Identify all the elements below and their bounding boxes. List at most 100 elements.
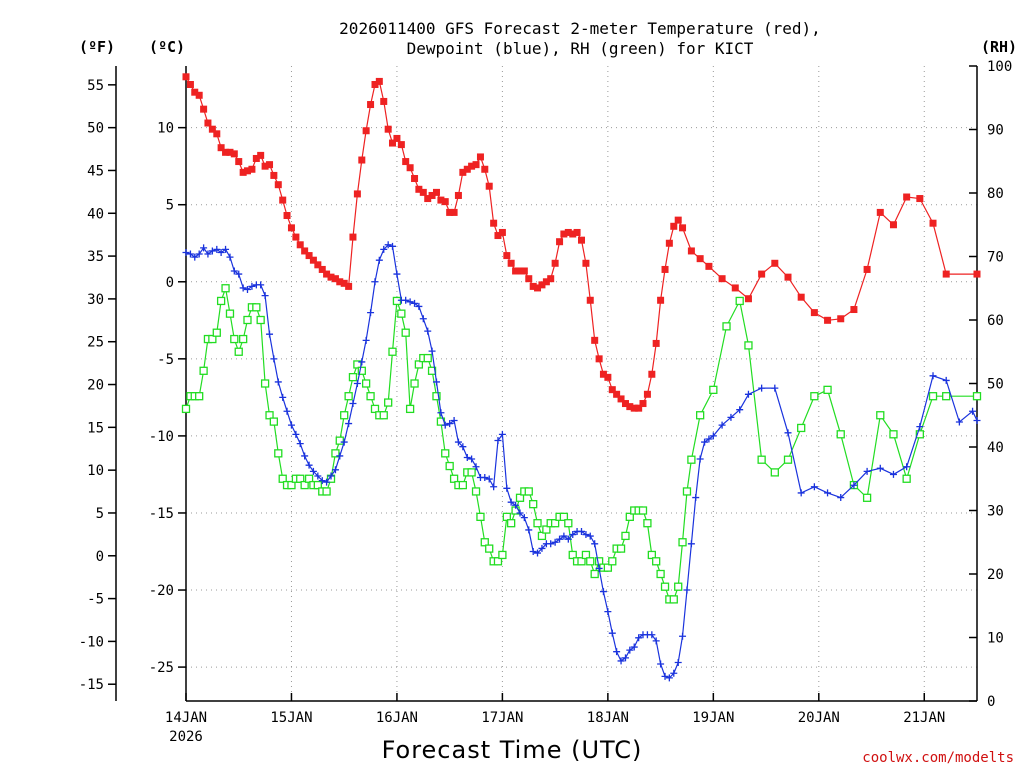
rh-point [392,296,402,306]
rh-point [265,411,274,420]
rh-point [643,519,652,528]
dewpoint-point [226,253,234,261]
temperature-point [876,208,884,216]
rh-point [221,284,230,293]
rh-point [269,417,279,426]
dewpoint-point [415,302,423,310]
rh-point [432,392,441,401]
dewpoint-point [569,531,577,539]
temperature-point [367,101,375,109]
temperature-point [380,97,388,105]
temperature-point [415,185,423,193]
temperature-point [784,273,792,281]
temperature-point [560,230,568,238]
rh-tick-label: 10 [987,631,1004,647]
dewpoint-point [648,631,656,639]
dewpoint-point [604,608,612,616]
dewpoint-point [362,336,370,344]
temperature-point [397,141,405,149]
fahrenheit-tick-label: 10 [87,463,104,479]
temperature-point [679,224,687,232]
dewpoint-point [230,267,238,275]
temperature-point [498,228,506,236]
temperature-point [287,224,295,232]
dewpoint-point [358,358,366,366]
fahrenheit-tick-label: 50 [87,121,104,137]
dewpoint-point [973,416,981,424]
temperature-point [226,148,234,156]
dewpoint-point [204,250,212,258]
rh-point [542,525,551,534]
temperature-point [353,190,361,198]
dewpoint-point [468,455,476,463]
temperature-point [687,247,695,255]
dewpoint-point [200,244,208,252]
temperature-point [573,228,581,236]
dewpoint-point [824,489,832,497]
rh-point [366,392,375,401]
series-line [185,76,977,409]
temperature-point [252,154,260,162]
dewpoint-point [402,296,410,304]
temperature-point [674,216,682,224]
temperature-point [463,165,471,173]
fahrenheit-tick-label: -5 [87,592,104,608]
temperature-point [485,182,493,190]
dewpoint-point [617,657,625,665]
rh-point [348,372,358,382]
rh-point [586,557,595,566]
dewpoint-point [516,509,524,517]
rh-point [379,411,388,420]
chart-title-line1: 2026011400 GFS Forecast 2-meter Temperat… [339,19,821,38]
dewpoint-point [595,564,603,572]
temperature-point [599,370,607,378]
dewpoint-point [929,372,937,380]
temperature-point [648,370,656,378]
rh-point [476,512,485,521]
dewpoint-point [705,435,713,443]
rh-point [212,328,221,337]
dewpoint-point [406,298,414,306]
temperature-point [520,267,528,275]
dewpoint-point [709,432,717,440]
rh-point [239,334,248,344]
dewpoint-point [613,648,621,656]
rh-point [287,480,296,490]
dewpoint-point [208,247,216,255]
rh-point [467,468,476,477]
dewpoint-point [797,489,805,497]
temperature-point [652,339,660,347]
fahrenheit-tick-label: 20 [87,378,104,394]
dewpoint-point [222,245,230,253]
rh-point [652,557,661,566]
dewpoint-point [485,475,493,483]
dewpoint-point [331,466,339,474]
time-tick-label: 18JAN [587,710,629,726]
rh-point [427,366,437,375]
rh-point [889,430,898,439]
temperature-point [323,270,331,278]
dewpoint-point [243,285,251,293]
credit-text: coolwx.com/modelts [862,750,1014,766]
time-tick-year: 2026 [169,729,203,745]
rh-point [608,557,617,566]
dewpoint-point [213,245,221,253]
dewpoint-point [318,477,326,485]
rh-tick-label: 60 [987,313,1004,329]
dewpoint-point [498,430,506,438]
time-tick-label: 20JAN [798,710,840,726]
temperature-point [243,167,251,175]
temperature-point [191,88,199,96]
rh-point [216,296,226,306]
rh-point [357,366,366,375]
rh-point [498,550,507,560]
rh-point [559,512,569,521]
rh-point [656,569,665,579]
celsius-ticks: 10 5 0 -5 -10 -15 -20 -25 [149,121,186,676]
rh-point [322,487,331,496]
rh-point [621,531,630,541]
rh-unit-label: (RH) [981,38,1017,56]
temperature-point [362,127,370,135]
dewpoint-point [384,241,392,249]
dewpoint-point [657,660,665,668]
